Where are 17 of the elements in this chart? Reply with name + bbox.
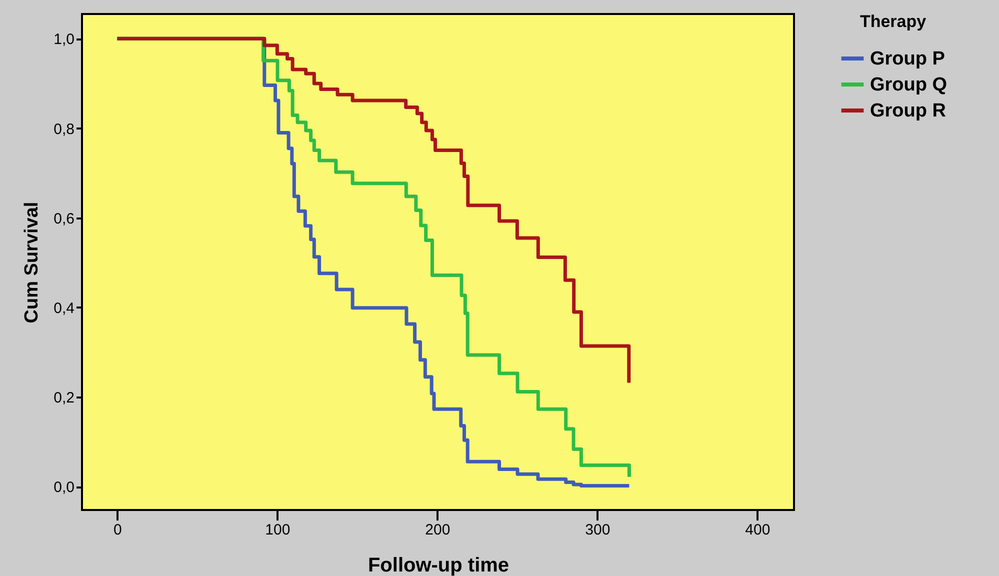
y-tick-label: 1,0 [54,31,74,48]
y-tick-label: 0,6 [54,210,74,228]
x-tick-label: 0 [114,522,122,538]
y-tick-label: 0,0 [54,479,74,496]
x-tick-label: 200 [425,522,450,538]
legend-title: Therapy [860,12,927,31]
y-axis-title: Cum Survival [22,202,43,324]
x-tick-label: 400 [745,522,770,538]
y-tick-label: 0,4 [54,300,74,317]
x-axis-title: Follow-up time [368,554,510,576]
legend-label: Group P [870,48,946,70]
x-tick-label: 100 [265,522,290,538]
y-tick-label: 0,2 [54,390,74,407]
y-tick-label: 0,8 [54,120,74,138]
legend-label: Group R [870,100,946,122]
legend-label: Group Q [870,74,948,96]
x-tick-label: 300 [585,522,610,538]
